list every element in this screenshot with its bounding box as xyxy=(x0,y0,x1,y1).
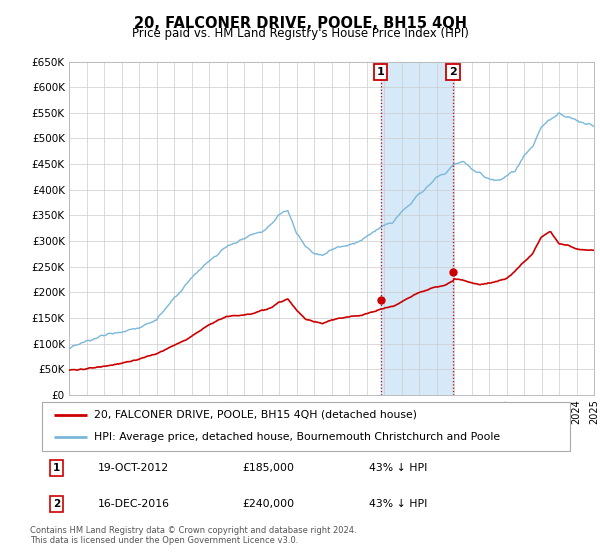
Text: Price paid vs. HM Land Registry's House Price Index (HPI): Price paid vs. HM Land Registry's House … xyxy=(131,27,469,40)
Text: This data is licensed under the Open Government Licence v3.0.: This data is licensed under the Open Gov… xyxy=(30,536,298,545)
Text: £240,000: £240,000 xyxy=(242,499,295,509)
Text: 1: 1 xyxy=(377,67,385,77)
Text: 19-OCT-2012: 19-OCT-2012 xyxy=(97,463,169,473)
Bar xyxy=(380,62,453,395)
Text: 16-DEC-2016: 16-DEC-2016 xyxy=(97,499,169,509)
Text: £185,000: £185,000 xyxy=(242,463,295,473)
Text: 43% ↓ HPI: 43% ↓ HPI xyxy=(370,463,428,473)
Text: 20, FALCONER DRIVE, POOLE, BH15 4QH (detached house): 20, FALCONER DRIVE, POOLE, BH15 4QH (det… xyxy=(94,410,417,420)
Text: Contains HM Land Registry data © Crown copyright and database right 2024.: Contains HM Land Registry data © Crown c… xyxy=(30,526,356,535)
Text: 20, FALCONER DRIVE, POOLE, BH15 4QH: 20, FALCONER DRIVE, POOLE, BH15 4QH xyxy=(133,16,467,31)
Text: HPI: Average price, detached house, Bournemouth Christchurch and Poole: HPI: Average price, detached house, Bour… xyxy=(94,432,500,442)
Text: 2: 2 xyxy=(53,499,61,509)
Text: 43% ↓ HPI: 43% ↓ HPI xyxy=(370,499,428,509)
Text: 1: 1 xyxy=(53,463,61,473)
Text: 2: 2 xyxy=(449,67,457,77)
FancyBboxPatch shape xyxy=(42,402,570,451)
